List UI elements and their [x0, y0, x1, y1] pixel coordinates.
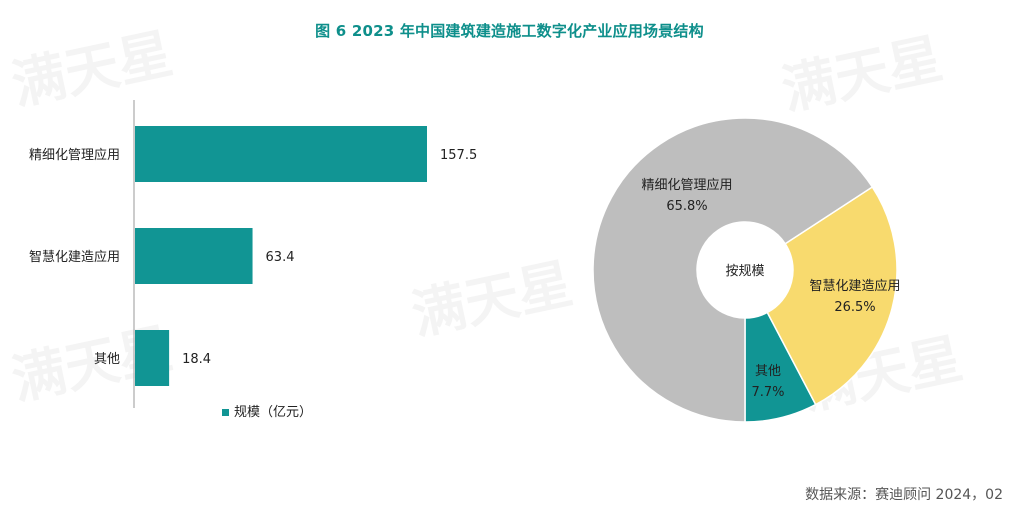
category-tick-label: 精细化管理应用 [29, 147, 120, 163]
slice-percent-label: 26.5% [834, 300, 875, 315]
data-label: 63.4 [266, 250, 295, 265]
data-source: 数据来源：赛迪顾问 2024，02 [805, 487, 1003, 503]
legend-label: 规模（亿元） [234, 405, 312, 420]
bar [135, 228, 253, 284]
bar-chart-svg: 精细化管理应用 157.5 智慧化建造应用 63.4 其他 18.4 规模（亿元） [29, 100, 477, 420]
data-label: 18.4 [182, 352, 211, 367]
donut-slice [592, 117, 874, 423]
donut-chart-svg: 精细化管理应用 65.8% 智慧化建造应用 26.5% 其他 7.7% 按规模 [592, 117, 901, 423]
category-tick-label: 其他 [94, 352, 120, 367]
slice-label: 精细化管理应用 [641, 177, 732, 193]
slice-label: 其他 [755, 364, 781, 379]
donut-chart: 精细化管理应用 65.8% 智慧化建造应用 26.5% 其他 7.7% 按规模 [585, 110, 905, 430]
bar-chart: 精细化管理应用 157.5 智慧化建造应用 63.4 其他 18.4 规模（亿元） [0, 95, 540, 425]
bar [135, 330, 170, 386]
slice-percent-label: 65.8% [666, 199, 707, 214]
donut-slice [766, 185, 898, 406]
bar [135, 126, 427, 182]
slice-label: 智慧化建造应用 [809, 278, 900, 294]
category-tick-label: 智慧化建造应用 [29, 249, 120, 265]
legend-swatch [222, 409, 229, 416]
chart-title: 图 6 2023 年中国建筑建造施工数字化产业应用场景结构 [315, 22, 704, 40]
slice-percent-label: 7.7% [751, 385, 784, 400]
data-label: 157.5 [440, 148, 477, 163]
donut-center-label: 按规模 [725, 264, 764, 279]
